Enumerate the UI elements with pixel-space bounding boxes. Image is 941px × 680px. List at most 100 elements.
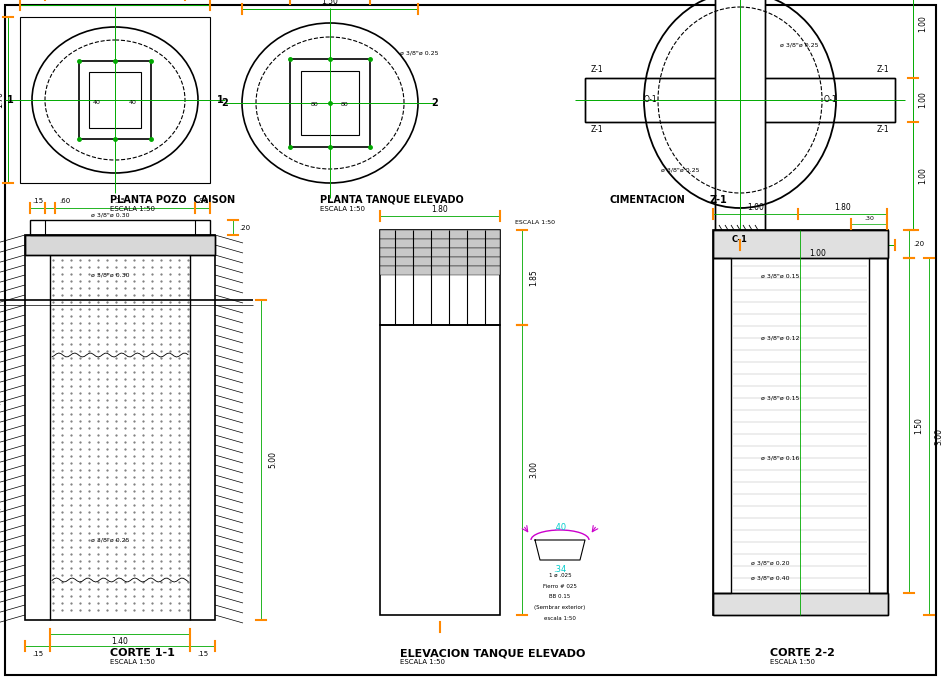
Text: 1.70: 1.70: [0, 92, 5, 108]
Bar: [869, 258, 887, 593]
Text: ø 3/8"ø 0.30: ø 3/8"ø 0.30: [0, 481, 2, 520]
Text: (Sembrar exterior): (Sembrar exterior): [534, 605, 585, 611]
Text: 40: 40: [93, 99, 101, 105]
Bar: [79, 61, 151, 139]
Bar: [715, 0, 765, 230]
Text: BB 0.15: BB 0.15: [550, 594, 570, 600]
Text: 80: 80: [342, 103, 349, 107]
Text: Z-1: Z-1: [591, 65, 603, 75]
Text: 3.00: 3.00: [934, 428, 941, 445]
Text: .15: .15: [32, 651, 43, 657]
Bar: [25, 235, 215, 620]
Text: Z-1: Z-1: [877, 126, 889, 135]
Bar: [380, 248, 500, 257]
Text: ø 3/8"ø 0.25: ø 3/8"ø 0.25: [661, 167, 699, 173]
Text: C-1: C-1: [732, 235, 748, 245]
Text: escala 1:50: escala 1:50: [544, 617, 576, 622]
Text: 1.80: 1.80: [432, 205, 448, 214]
Text: 1: 1: [7, 95, 13, 105]
Text: 1.40: 1.40: [112, 638, 128, 647]
Text: ø 3/8"ø 0.12: ø 3/8"ø 0.12: [760, 335, 799, 341]
Text: 5.00: 5.00: [268, 452, 278, 469]
Text: Z-1: Z-1: [591, 126, 603, 135]
Text: .15: .15: [32, 198, 43, 204]
Text: 1.85: 1.85: [530, 269, 538, 286]
Text: ESCALA 1:50: ESCALA 1:50: [770, 659, 815, 665]
Text: ELEVACION TANQUE ELEVADO: ELEVACION TANQUE ELEVADO: [400, 648, 585, 658]
Text: .90: .90: [197, 198, 208, 204]
Text: Z-1: Z-1: [710, 195, 727, 205]
Text: PLANTA TANQUE ELEVADO: PLANTA TANQUE ELEVADO: [320, 195, 464, 205]
Bar: [25, 235, 215, 255]
Text: 1.00: 1.00: [918, 16, 928, 33]
Text: 1: 1: [216, 95, 223, 105]
Bar: [585, 78, 895, 122]
Text: 40: 40: [129, 99, 137, 105]
Text: ø 3/8"ø 0.40: ø 3/8"ø 0.40: [751, 575, 789, 581]
Text: CORTE 1-1: CORTE 1-1: [110, 648, 175, 658]
Text: 1.00: 1.00: [747, 203, 764, 211]
Bar: [713, 230, 888, 258]
Bar: [585, 78, 895, 122]
Text: 80: 80: [311, 103, 319, 107]
Text: .40: .40: [553, 524, 566, 532]
Bar: [380, 239, 500, 248]
Bar: [713, 593, 888, 615]
Bar: [20, 17, 210, 183]
Text: 1.80: 1.80: [834, 203, 851, 211]
Text: .60: .60: [59, 198, 71, 204]
Text: ø 3/8"ø 0.30: ø 3/8"ø 0.30: [90, 212, 129, 218]
Text: ESCALA 1:50: ESCALA 1:50: [515, 220, 555, 224]
Text: ø 3/8"ø 0.16: ø 3/8"ø 0.16: [761, 456, 799, 460]
Text: 1.50: 1.50: [322, 0, 339, 7]
Text: ø 3/8"ø 0.25: ø 3/8"ø 0.25: [400, 50, 439, 56]
Text: .34: .34: [553, 566, 566, 575]
Bar: [713, 230, 888, 615]
Text: PLANTA POZO  CAISON: PLANTA POZO CAISON: [110, 195, 235, 205]
Text: Z-1: Z-1: [877, 65, 889, 75]
Text: .20: .20: [239, 224, 250, 231]
Text: 1.70: 1.70: [106, 0, 123, 3]
Bar: [713, 258, 731, 593]
Text: 1 ø .025: 1 ø .025: [549, 573, 571, 577]
Text: ø 3/8"ø 0.20: ø 3/8"ø 0.20: [751, 560, 789, 566]
Text: 2: 2: [432, 98, 439, 108]
Bar: [290, 59, 370, 147]
Text: 1.50: 1.50: [915, 417, 923, 434]
Text: 1.00: 1.00: [809, 248, 826, 258]
Text: .15: .15: [197, 651, 208, 657]
Text: .15: .15: [115, 198, 125, 204]
Bar: [713, 230, 888, 258]
Bar: [731, 258, 869, 593]
Text: ESCALA 1:50: ESCALA 1:50: [400, 659, 445, 665]
Bar: [715, 0, 765, 230]
Bar: [89, 72, 141, 128]
Bar: [301, 71, 359, 135]
Polygon shape: [535, 540, 585, 560]
Text: ø 3/8"ø 0.25: ø 3/8"ø 0.25: [780, 42, 819, 48]
Text: CIMENTACION: CIMENTACION: [610, 195, 686, 205]
Bar: [713, 593, 888, 615]
Text: CORTE 2-2: CORTE 2-2: [770, 648, 835, 658]
Text: ø 3/8"ø 0.15: ø 3/8"ø 0.15: [761, 396, 799, 401]
Text: ø 3/8"ø 0.20: ø 3/8"ø 0.20: [0, 376, 2, 414]
Text: .20: .20: [914, 241, 925, 247]
Text: ø 3/8"ø 0.15: ø 3/8"ø 0.15: [761, 273, 799, 279]
Bar: [30, 220, 210, 235]
Text: .30: .30: [864, 216, 874, 222]
Text: Fierro # 025: Fierro # 025: [543, 583, 577, 588]
Text: 2: 2: [222, 98, 229, 108]
Text: 3.00: 3.00: [530, 462, 538, 479]
Bar: [380, 325, 500, 615]
Text: O-1: O-1: [644, 95, 657, 105]
Text: ESCALA 1:50: ESCALA 1:50: [110, 659, 155, 665]
Text: 1.00: 1.00: [918, 167, 928, 184]
Bar: [25, 235, 215, 255]
Text: 1.00: 1.00: [918, 92, 928, 108]
Text: ESCALA 1:50: ESCALA 1:50: [320, 206, 365, 212]
Bar: [380, 266, 500, 275]
Bar: [380, 230, 500, 325]
Bar: [380, 230, 500, 239]
Text: ø 3/8"ø 0.25: ø 3/8"ø 0.25: [90, 537, 129, 543]
Bar: [380, 257, 500, 266]
